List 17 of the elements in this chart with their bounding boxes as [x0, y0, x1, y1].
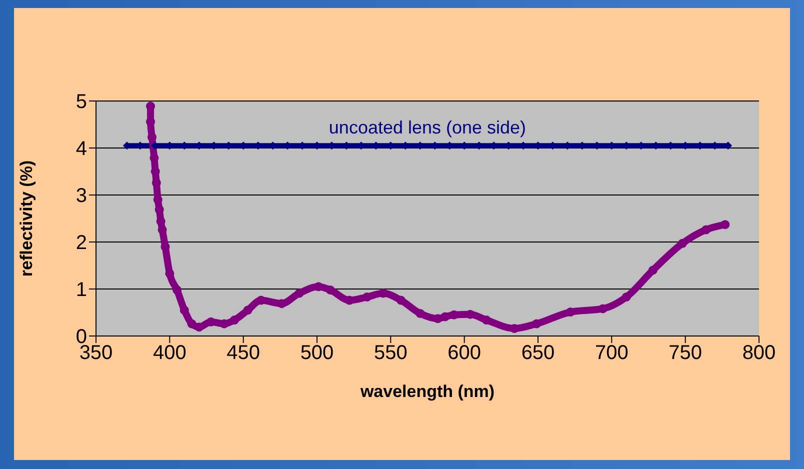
y-tick-label: 3: [76, 185, 87, 208]
x-tick-label: 600: [448, 342, 482, 364]
y-axis-title: reflectivity (%): [17, 160, 36, 277]
x-tick-label: 450: [226, 342, 260, 364]
y-tick-label: 5: [76, 91, 87, 114]
y-tick-label: 4: [76, 138, 87, 160]
x-tick-label: 650: [521, 342, 555, 364]
series-label: uncoated lens (one side): [328, 118, 526, 138]
y-tick-label: 2: [76, 232, 87, 254]
x-tick-label: 700: [594, 342, 628, 364]
x-tick-label: 550: [374, 342, 408, 364]
x-tick-label: 400: [152, 342, 186, 364]
x-tick-label: 750: [668, 342, 702, 364]
x-tick-label: 800: [742, 342, 776, 364]
x-tick-label: 500: [300, 342, 334, 364]
x-axis-title: wavelength (nm): [359, 382, 495, 401]
y-tick-label: 1: [76, 279, 87, 302]
